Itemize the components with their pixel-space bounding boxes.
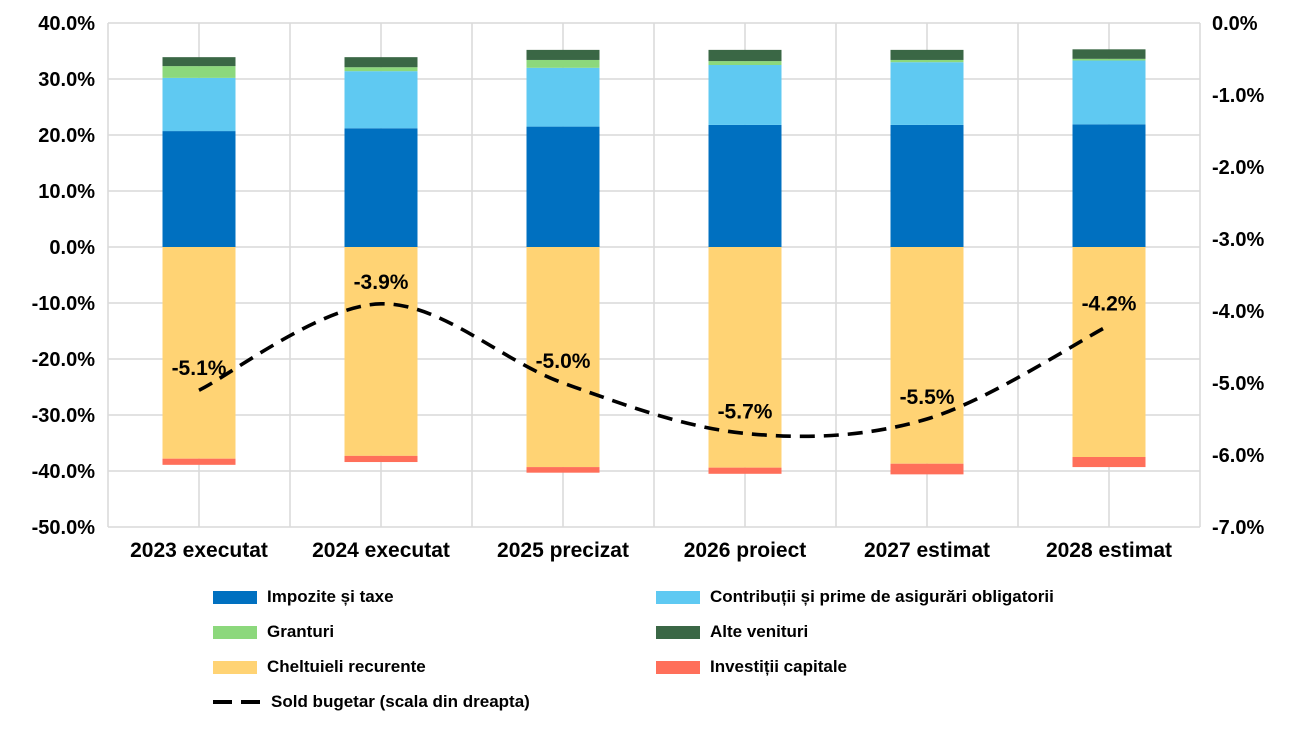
left-axis-tick-label: -10.0%: [32, 293, 96, 315]
bar-segment: [526, 126, 600, 247]
legend-color-swatch: [213, 660, 257, 674]
right-axis-tick-label: -1.0%: [1212, 85, 1264, 107]
left-axis-tick-label: 30.0%: [38, 69, 95, 91]
left-axis-tick-label: -50.0%: [32, 517, 96, 539]
bar-segment: [162, 66, 236, 78]
bar-segment: [708, 247, 782, 468]
x-axis-category-label: 2026 proiect: [684, 539, 807, 562]
legend-label: Investiții capitale: [710, 657, 847, 676]
bar-segment: [526, 247, 600, 468]
legend-color-swatch: [213, 590, 257, 604]
bar-segment: [890, 62, 964, 125]
bar-segment: [708, 124, 782, 247]
legend-item-3: Alte venituri: [656, 621, 808, 643]
line-data-label: -5.1%: [172, 357, 227, 380]
legend-item-2: Granturi: [213, 621, 334, 643]
x-axis-category-label: 2027 estimat: [864, 539, 990, 562]
legend-color-swatch: [656, 660, 700, 674]
legend-item-0: Impozite și taxe: [213, 586, 394, 608]
right-axis-tick-label: -5.0%: [1212, 373, 1264, 395]
left-axis-tick-label: -20.0%: [32, 349, 96, 371]
left-axis-tick-label: -40.0%: [32, 461, 96, 483]
bar-segment: [526, 59, 600, 68]
legend-label: Contribuții și prime de asigurări obliga…: [710, 587, 1054, 606]
chart-plot-area: -5.1% -3.9% -5.0% -5.7% -5.5% -4.2% 40.0% 30.0%…: [32, 13, 1265, 562]
legend-label: Impozite și taxe: [267, 587, 394, 606]
bar-segment: [890, 59, 964, 63]
bar-segment: [344, 247, 418, 456]
bar-segment: [344, 455, 418, 463]
right-axis-tick-label: -2.0%: [1212, 157, 1264, 179]
bar-segment: [526, 467, 600, 473]
legend-color-swatch: [656, 625, 700, 639]
right-axis-tick-label: -7.0%: [1212, 517, 1264, 539]
sold-bugetar-line: [198, 301, 1110, 439]
bar-segment: [344, 67, 418, 72]
line-data-label: -4.2%: [1082, 292, 1137, 315]
line-data-label: -5.0%: [536, 350, 591, 373]
legend-label: Sold bugetar (scala din dreapta): [271, 692, 530, 711]
bar-segment: [344, 57, 418, 68]
bar-segment: [162, 131, 236, 247]
bar-segment: [1072, 124, 1146, 247]
bar-segment: [890, 463, 964, 475]
bar-segment: [708, 61, 782, 65]
legend-label: Alte venituri: [710, 622, 809, 641]
line-data-label: -3.9%: [354, 271, 409, 294]
x-axis-category-label: 2024 executat: [312, 539, 450, 562]
legend-item-4: Cheltuieli recurente: [213, 656, 426, 678]
bar-segment: [1072, 457, 1146, 468]
left-axis-tick-label: 0.0%: [49, 237, 95, 259]
legend-color-swatch: [213, 625, 257, 639]
bar-segment: [708, 49, 782, 62]
bar-segment: [890, 49, 964, 60]
bar-segment: [708, 65, 782, 125]
legend-item-5: Investiții capitale: [656, 656, 847, 678]
bar-segment: [344, 128, 418, 247]
x-axis-category-label: 2028 estimat: [1046, 539, 1172, 562]
bar-segment: [162, 77, 236, 132]
bar-segment: [1072, 247, 1146, 457]
bar-segment: [162, 57, 236, 67]
bar-segment: [344, 71, 418, 129]
x-axis-category-label: 2025 precizat: [497, 539, 629, 562]
right-axis-tick-label: -3.0%: [1212, 229, 1264, 251]
right-axis-tick-label: 0.0%: [1212, 13, 1258, 35]
left-axis-tick-label: 20.0%: [38, 125, 95, 147]
line-data-label: -5.5%: [900, 386, 955, 409]
bar-segment: [162, 458, 236, 465]
bar-segment: [890, 247, 964, 464]
bar-segment: [708, 467, 782, 474]
left-axis-tick-label: 40.0%: [38, 13, 95, 35]
bar-segment: [1072, 60, 1146, 125]
left-axis-tick-label: 10.0%: [38, 181, 95, 203]
legend-label: Cheltuieli recurente: [267, 657, 426, 676]
bar-segment: [1072, 58, 1146, 61]
bar-segment: [526, 49, 600, 60]
bar-segment: [1072, 49, 1146, 59]
legend-dash-marker-icon: [213, 700, 261, 704]
left-axis-tick-label: -30.0%: [32, 405, 96, 427]
right-axis-tick-label: -6.0%: [1212, 445, 1264, 467]
bar-segment: [162, 247, 236, 459]
chart-legend: Impozite și taxe Contribuții și prime de …: [213, 586, 1253, 726]
bar-segment: [526, 67, 600, 127]
line-data-label: -5.7%: [718, 400, 773, 423]
legend-item-1: Contribuții și prime de asigurări obliga…: [656, 586, 1054, 608]
legend-color-swatch: [656, 590, 700, 604]
legend-label: Granturi: [267, 622, 335, 641]
x-axis-category-label: 2023 executat: [130, 539, 268, 562]
legend-item-6: Sold bugetar (scala din dreapta): [213, 691, 530, 713]
right-axis-tick-label: -4.0%: [1212, 301, 1264, 323]
bar-segment: [890, 124, 964, 247]
